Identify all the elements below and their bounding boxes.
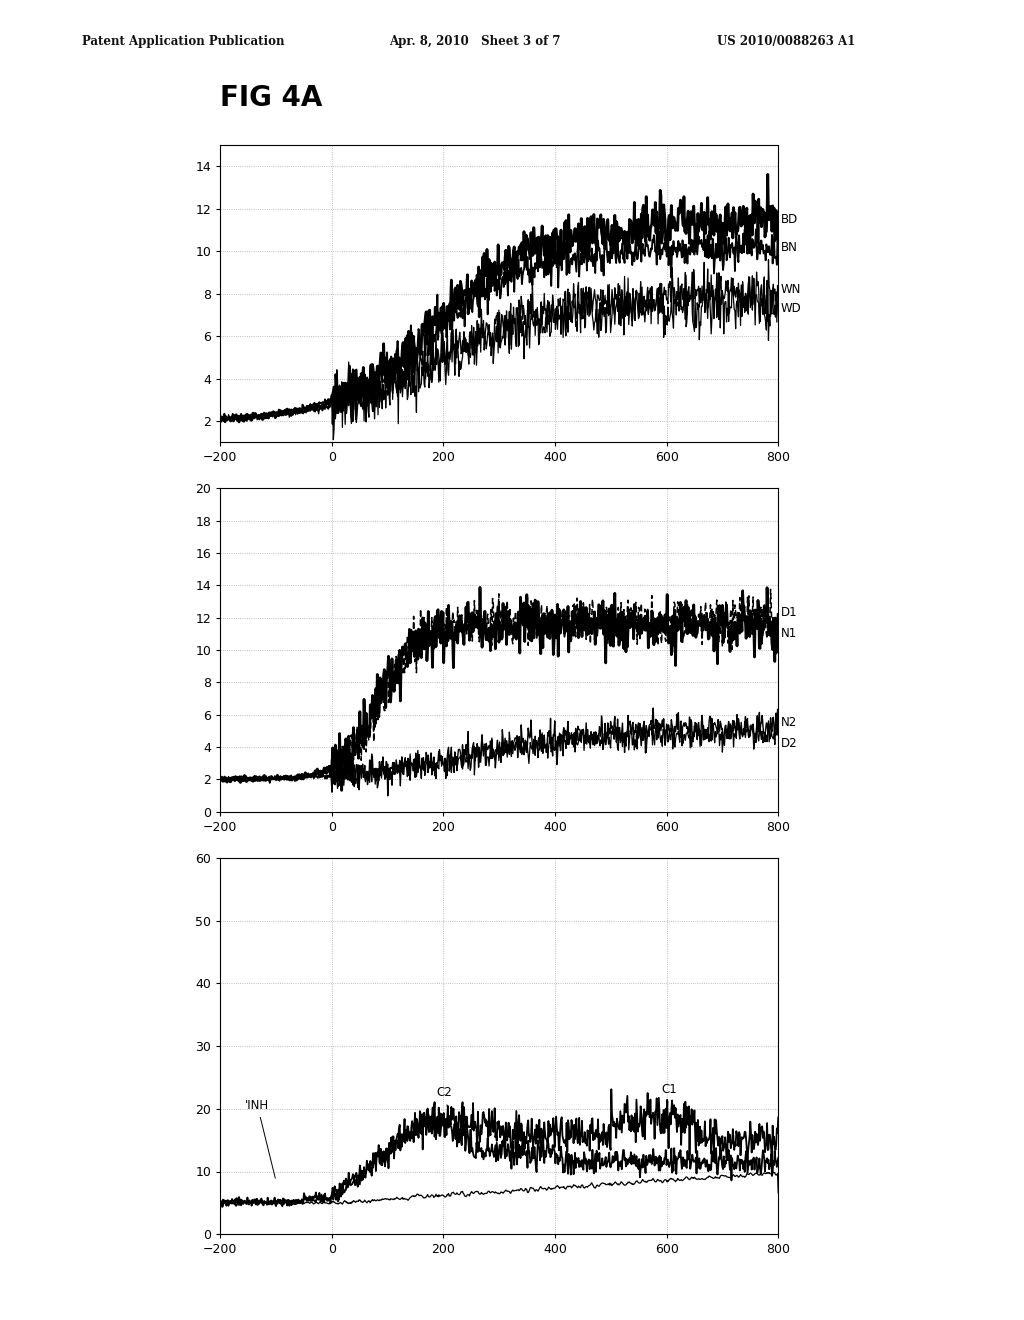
Text: BD: BD bbox=[781, 213, 799, 226]
Text: D2: D2 bbox=[781, 738, 798, 750]
Text: C2: C2 bbox=[436, 1086, 453, 1113]
Text: N1: N1 bbox=[781, 627, 798, 640]
Text: BN: BN bbox=[781, 240, 798, 253]
Text: D1: D1 bbox=[781, 606, 798, 619]
Text: US 2010/0088263 A1: US 2010/0088263 A1 bbox=[717, 34, 855, 48]
Text: FIG 4A: FIG 4A bbox=[220, 83, 323, 112]
Text: C1: C1 bbox=[662, 1084, 677, 1115]
Text: Apr. 8, 2010   Sheet 3 of 7: Apr. 8, 2010 Sheet 3 of 7 bbox=[389, 34, 560, 48]
Text: WN: WN bbox=[781, 282, 802, 296]
Text: N2: N2 bbox=[781, 717, 798, 730]
Text: Patent Application Publication: Patent Application Publication bbox=[82, 34, 285, 48]
Text: WD: WD bbox=[781, 302, 802, 315]
Text: 'INH: 'INH bbox=[246, 1098, 275, 1179]
